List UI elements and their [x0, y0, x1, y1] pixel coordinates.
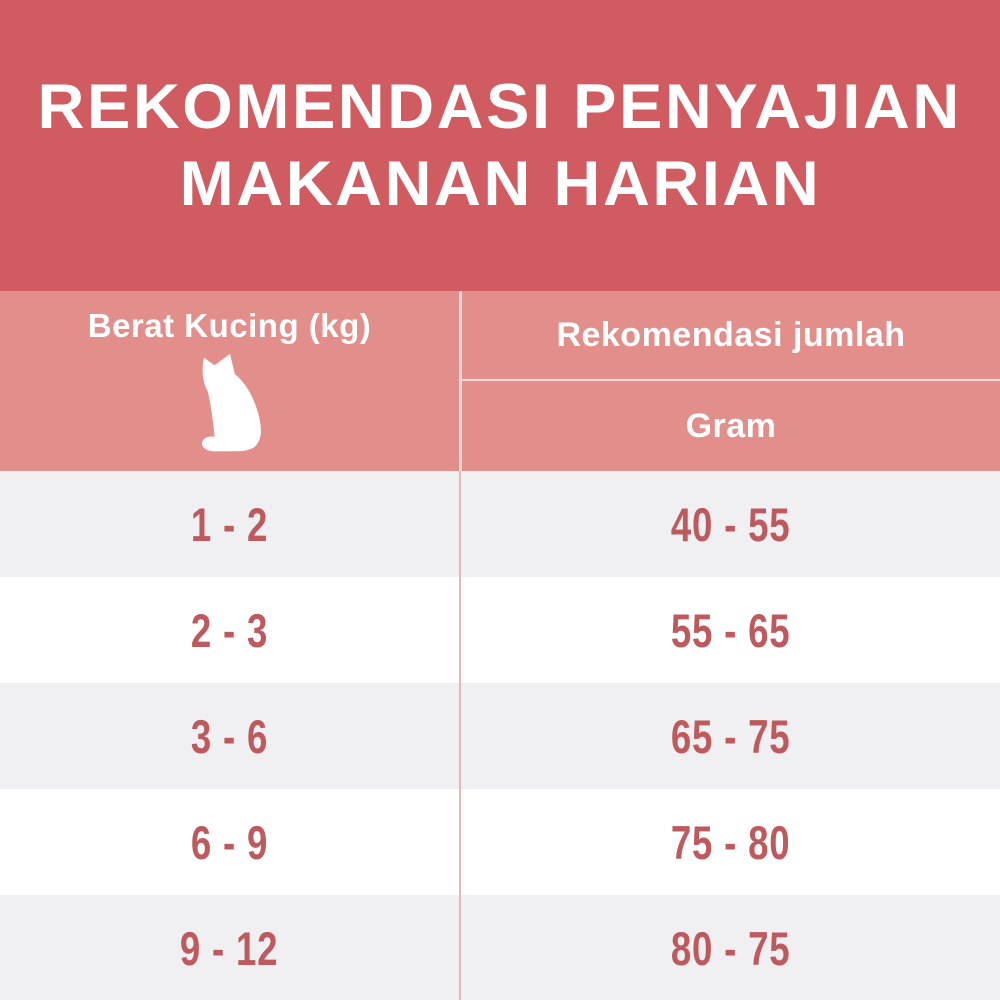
row-column-divider [459, 683, 461, 789]
weight-cell: 6 - 9 [0, 789, 459, 895]
gram-label-cell: Gram [462, 381, 1000, 471]
grams-value: 65 - 75 [670, 709, 791, 763]
weight-column-label: Berat Kucing (kg) [87, 307, 372, 344]
weight-cell: 1 - 2 [0, 471, 459, 577]
weight-value: 2 - 3 [190, 603, 269, 657]
weight-value: 1 - 2 [190, 497, 269, 551]
grams-cell: 55 - 65 [461, 577, 1000, 683]
grams-value: 75 - 80 [670, 815, 791, 869]
title-banner: REKOMENDASI PENYAJIAN MAKANAN HARIAN [0, 0, 1000, 291]
weight-cell: 3 - 6 [0, 683, 459, 789]
row-column-divider [459, 577, 461, 683]
grams-cell: 80 - 75 [461, 895, 1000, 1000]
recommendation-column-label: Rekomendasi jumlah [556, 315, 906, 354]
grams-value: 80 - 75 [670, 921, 791, 975]
table-row: 9 - 12 80 - 75 [0, 895, 1000, 1000]
header-cell-recommendation: Rekomendasi jumlah Gram [462, 291, 1000, 471]
weight-value: 3 - 6 [190, 709, 269, 763]
header-subdivider [462, 379, 1000, 381]
grams-value: 55 - 65 [670, 603, 791, 657]
page-title-line-1: REKOMENDASI PENYAJIAN [37, 71, 963, 142]
cat-silhouette-icon [189, 349, 271, 459]
weight-value: 9 - 12 [180, 921, 279, 975]
table-row: 2 - 3 55 - 65 [0, 577, 1000, 683]
table-row: 3 - 6 65 - 75 [0, 683, 1000, 789]
grams-cell: 65 - 75 [461, 683, 1000, 789]
table-row: 6 - 9 75 - 80 [0, 789, 1000, 895]
weight-value: 6 - 9 [190, 815, 269, 869]
gram-unit-label: Gram [685, 406, 777, 445]
header-cell-weight: Berat Kucing (kg) [0, 291, 459, 471]
row-column-divider [459, 471, 461, 577]
table-row: 1 - 2 40 - 55 [0, 471, 1000, 577]
row-column-divider [459, 895, 461, 1000]
weight-cell: 9 - 12 [0, 895, 459, 1000]
recommendation-label-cell: Rekomendasi jumlah [462, 291, 1000, 379]
page-title-line-2: MAKANAN HARIAN [179, 148, 821, 219]
header-column-divider [459, 291, 462, 471]
table-header: Berat Kucing (kg) Rekomendasi jumlah Gra… [0, 291, 1000, 471]
grams-cell: 75 - 80 [461, 789, 1000, 895]
grams-cell: 40 - 55 [461, 471, 1000, 577]
row-column-divider [459, 789, 461, 895]
grams-value: 40 - 55 [670, 497, 791, 551]
weight-cell: 2 - 3 [0, 577, 459, 683]
